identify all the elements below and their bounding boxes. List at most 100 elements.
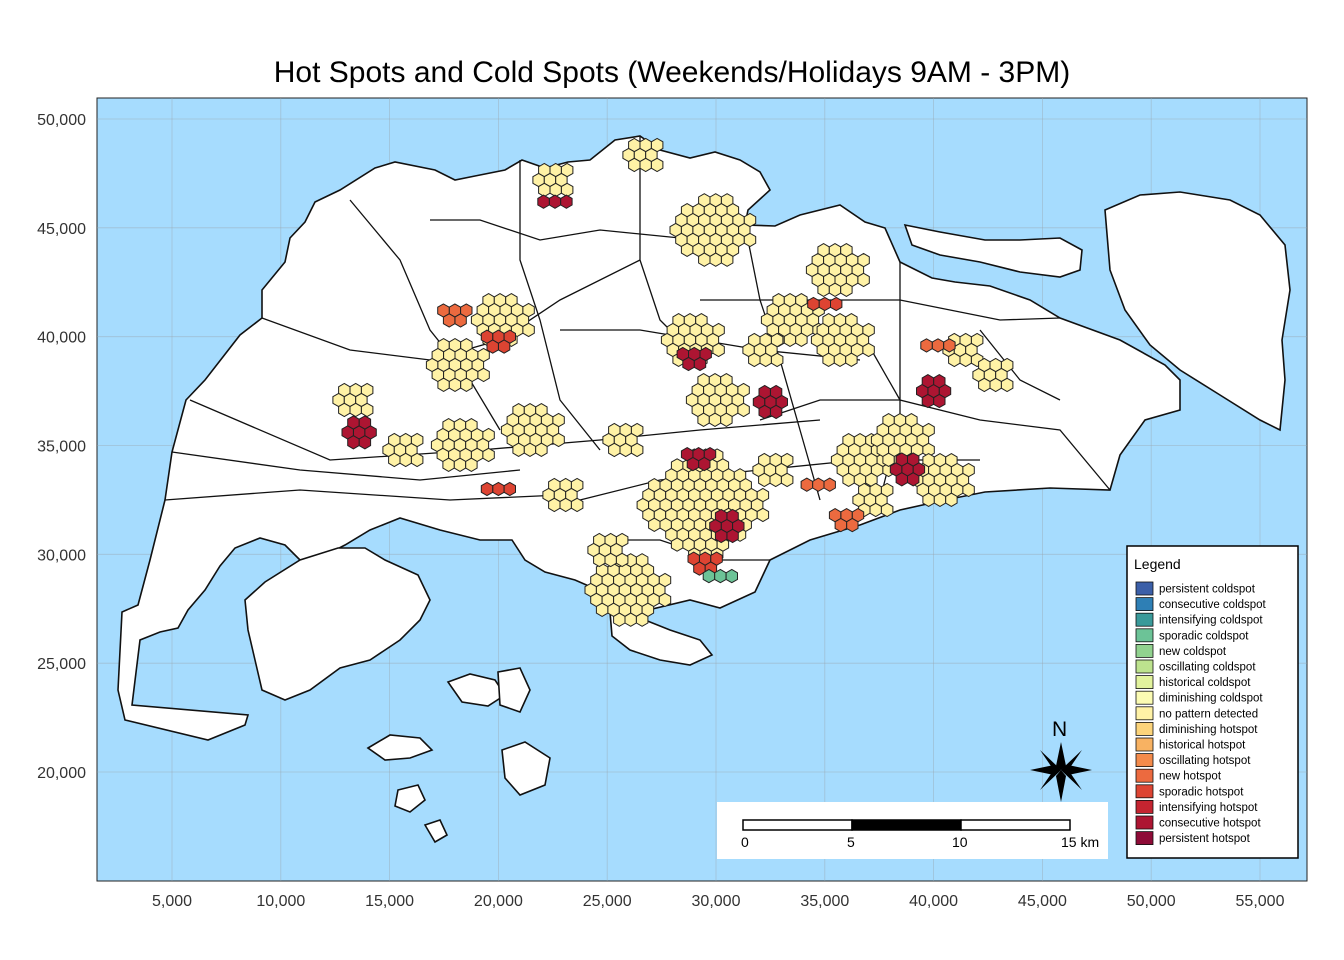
hexbin-cell <box>628 157 641 173</box>
hexbin-cell <box>486 339 499 354</box>
legend-swatch <box>1135 706 1154 721</box>
legend-label: oscillating hotspot <box>1159 755 1251 767</box>
hexbin-cell <box>834 517 848 533</box>
southern-islet-3 <box>366 734 434 761</box>
legend-swatch <box>1135 768 1154 783</box>
legend-swatch <box>1135 597 1154 611</box>
hexbin-cell <box>933 393 946 409</box>
sentosa-island <box>609 611 714 666</box>
y-tick-label: 25,000 <box>37 656 86 673</box>
hexbin-layer <box>332 137 1014 627</box>
hexbin-cell <box>945 492 958 507</box>
hexbin-cell <box>548 497 561 513</box>
y-tick-label: 20,000 <box>37 765 86 782</box>
hexbin-cell <box>615 552 629 568</box>
legend-title: Legend <box>1134 556 1181 572</box>
hexbin-cell <box>842 472 855 487</box>
legend-swatch <box>1135 581 1154 596</box>
hexbin-cell <box>702 568 716 584</box>
north-arrow-icon: N <box>1030 718 1092 802</box>
hexbin-cell <box>658 592 672 608</box>
hexbin-cell <box>712 342 725 358</box>
pulau-ubin <box>903 223 1083 278</box>
hexbin-cell <box>477 367 490 383</box>
hexbin-cell <box>347 435 360 450</box>
hexbin-cell <box>783 332 797 347</box>
hexbin-cell <box>453 457 467 472</box>
legend-label: diminishing coldspot <box>1159 693 1263 705</box>
hexbin-cell <box>399 452 412 468</box>
hexbin-cell <box>748 352 761 368</box>
hexbin-cell <box>769 404 783 420</box>
hexbin-cell <box>907 472 920 487</box>
hexbin-cell <box>758 472 771 488</box>
scale-bar: 0 5 10 15 km <box>717 802 1108 859</box>
hexbin-cell <box>604 552 617 568</box>
legend-label: oscillating coldspot <box>1159 662 1256 674</box>
hexbin-cell <box>812 477 825 492</box>
legend-swatch <box>1135 659 1154 674</box>
legend-swatch <box>1135 722 1154 736</box>
x-tick-label: 35,000 <box>800 893 849 910</box>
hexbin-cell <box>989 377 1002 393</box>
hexbin-cell <box>823 477 836 492</box>
hexbin-cell <box>593 552 606 568</box>
hexbin-cell <box>869 502 882 518</box>
legend-label: new coldspot <box>1159 646 1227 658</box>
hexbin-cell <box>817 282 830 297</box>
hexbin-cell <box>698 252 711 267</box>
hexbin-cell <box>492 481 505 497</box>
hexbin-cell <box>907 452 920 467</box>
legend-label: intensifying hotspot <box>1159 802 1258 814</box>
hexbin-cell <box>857 272 870 288</box>
hexbin-cell <box>537 194 550 209</box>
hexbin-cell <box>682 356 695 372</box>
x-tick-label: 50,000 <box>1127 893 1176 910</box>
x-tick-label: 40,000 <box>909 893 958 910</box>
hexbin-cell <box>693 356 707 372</box>
hexbin-cell <box>795 332 808 347</box>
hexbin-cell <box>503 481 516 497</box>
hexbin-cell <box>895 472 908 487</box>
hexbin-cell <box>693 561 706 576</box>
hexbin-cell <box>714 528 728 544</box>
hexbin-cell <box>650 157 664 173</box>
x-tick-label: 45,000 <box>1018 893 1067 910</box>
hexbin-cell <box>358 435 372 450</box>
southern-islet-5 <box>394 784 426 813</box>
legend-box <box>1126 545 1299 859</box>
legend-label: persistent coldspot <box>1159 584 1256 596</box>
hexbin-cell <box>708 412 722 427</box>
hexbin-cell <box>560 182 574 198</box>
hexbin-cell <box>1000 377 1014 393</box>
hexbin-cell <box>840 282 853 297</box>
legend-label: persistent hotspot <box>1159 833 1251 845</box>
legend-swatch <box>1135 675 1154 689</box>
hexbin-cell <box>818 296 831 312</box>
hexbin-cell <box>619 442 632 458</box>
x-tick-label: 25,000 <box>583 893 632 910</box>
hexbin-cell <box>460 377 473 392</box>
hexbin-cell <box>448 377 462 392</box>
legend-swatch <box>1135 737 1154 752</box>
hexbin-cell <box>720 412 733 427</box>
hexbin-cell <box>807 296 820 312</box>
hexbin-cell <box>635 612 649 627</box>
hexbin-cell <box>686 456 700 472</box>
legend-swatch <box>1135 800 1154 814</box>
hexbin-cell <box>931 338 945 353</box>
scale-label-0: 0 <box>741 834 749 850</box>
north-label: N <box>1052 718 1067 741</box>
hexbin-cell <box>922 492 935 507</box>
hexbin-cell <box>522 322 535 338</box>
hexbin-cell <box>726 508 739 524</box>
hexbin-cell <box>608 442 621 458</box>
hexbin-cell <box>709 252 722 267</box>
hexbin-cell <box>358 415 372 430</box>
hexbin-cell <box>948 352 961 368</box>
hexbin-cell <box>725 568 738 584</box>
hexbin-cell <box>648 517 661 532</box>
southern-islet-4 <box>501 741 551 796</box>
hexbin-cell <box>552 432 565 448</box>
